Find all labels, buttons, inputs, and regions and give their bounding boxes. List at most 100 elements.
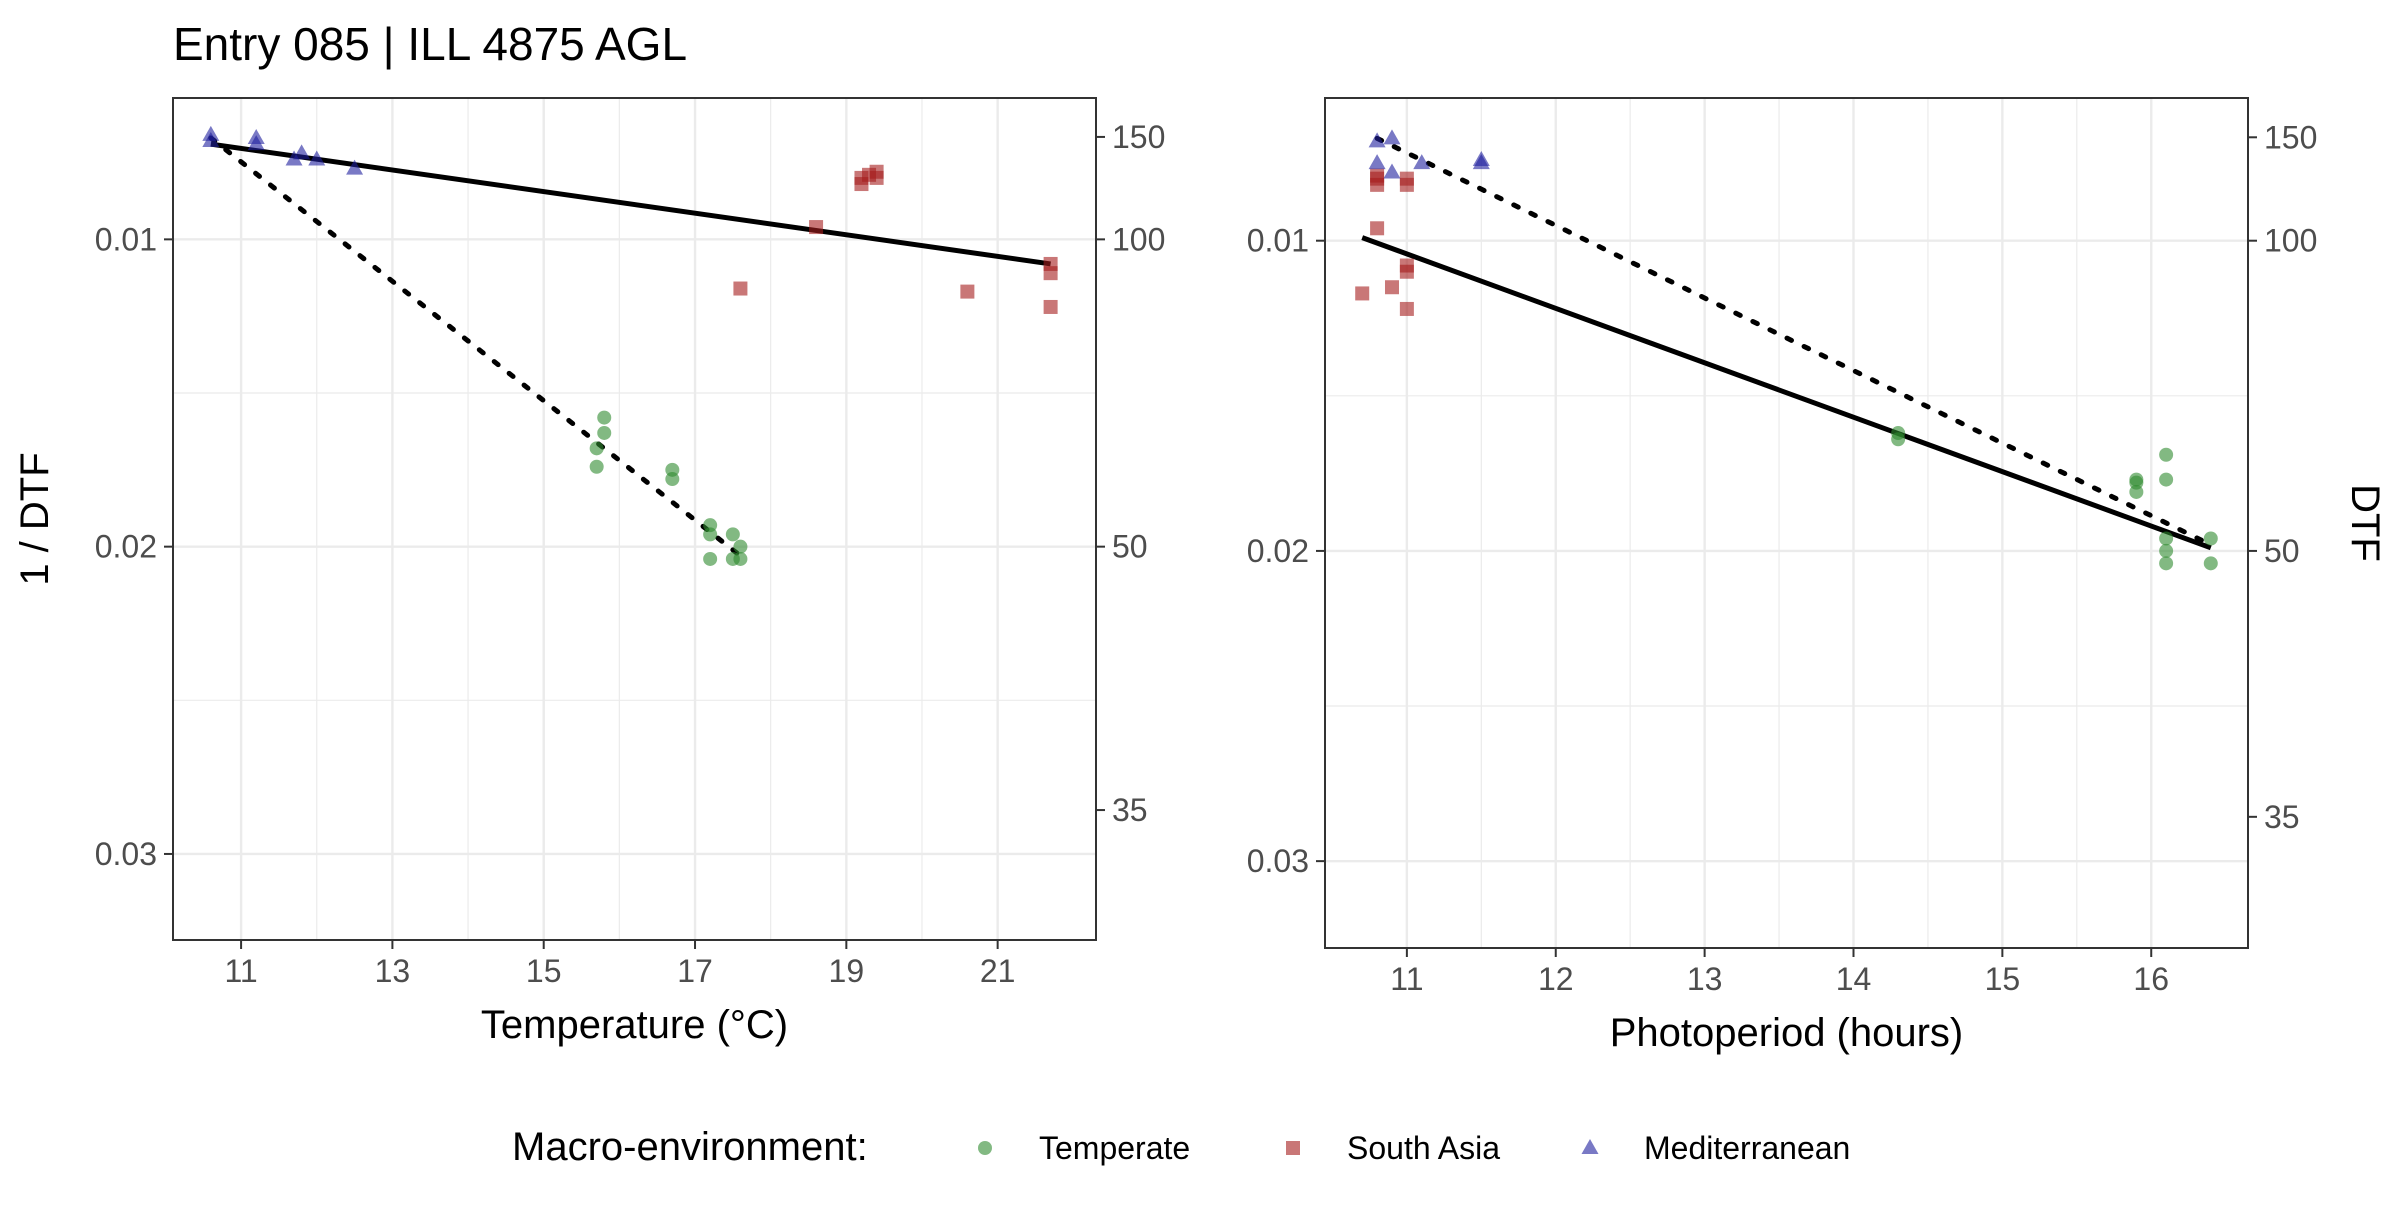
legend-item-temperate: Temperate: [978, 1130, 1190, 1166]
data-point: [733, 551, 748, 566]
y-tick-label: 0.03: [95, 836, 157, 872]
legend-label: South Asia: [1347, 1130, 1500, 1166]
y-tick-label: 0.01: [1247, 223, 1309, 259]
legend-key-triangle: [1581, 1139, 1599, 1154]
x-tick-label: 16: [2133, 961, 2169, 997]
x-tick-label: 13: [1687, 961, 1723, 997]
x-tick-label: 11: [224, 953, 257, 989]
panel-border: [172, 97, 1097, 941]
data-point: [733, 539, 748, 554]
data-point: [597, 425, 612, 440]
data-point: [1399, 264, 1414, 279]
data-point: [703, 551, 718, 566]
y2-tick-label: 150: [1112, 119, 1165, 155]
data-point: [589, 441, 604, 456]
data-point: [346, 159, 364, 175]
data-point: [725, 527, 740, 542]
data-point: [2159, 472, 2174, 487]
y2-tick-label: 35: [2264, 799, 2300, 835]
data-point: [1891, 432, 1906, 447]
data-point: [1368, 154, 1386, 170]
fit-line-dotted: [208, 135, 743, 559]
data-point: [1370, 168, 1385, 183]
data-point: [665, 472, 680, 487]
y-tick-label: 0.02: [1247, 533, 1309, 569]
x-tick-label: 17: [677, 953, 713, 989]
legend-key-square: [1286, 1141, 1300, 1155]
data-point: [1383, 129, 1401, 145]
y-tick-label: 0.01: [95, 221, 157, 257]
panel-border: [1324, 97, 2249, 949]
data-point: [733, 281, 748, 296]
series-mediterranean: [202, 125, 364, 175]
data-point: [1383, 163, 1401, 179]
fit-line-dotted: [1374, 135, 2214, 548]
x-tick-label: 15: [526, 953, 562, 989]
legend-label: Mediterranean: [1644, 1130, 1850, 1166]
data-point: [1043, 266, 1058, 281]
legend-label: Temperate: [1039, 1130, 1190, 1166]
legend-item-south-asia: South Asia: [1286, 1130, 1500, 1166]
fit-line-solid: [1361, 235, 2212, 551]
data-point: [1355, 286, 1370, 301]
y2-tick-label: 50: [2264, 533, 2300, 569]
panel-1: 11 13 15 17 19 21 0.01 0.02 0.03 150 100 50 35 Temper…: [13, 97, 1165, 1047]
y2-axis-title: DTF: [2343, 484, 2387, 562]
data-point: [703, 527, 718, 542]
data-point: [2159, 447, 2174, 462]
y2-tick-label: 35: [1112, 792, 1148, 828]
data-point: [247, 128, 265, 144]
plot-background: [1325, 98, 2248, 948]
data-point: [202, 132, 220, 148]
data-point: [1384, 280, 1399, 295]
data-point: [1472, 154, 1490, 170]
data-point: [2159, 531, 2174, 546]
data-point: [1043, 299, 1058, 314]
x-axis-title: Photoperiod (hours): [1610, 1011, 1964, 1055]
plot-background: [173, 98, 1096, 940]
fit-line-solid: [210, 141, 1051, 267]
data-point: [2159, 556, 2174, 571]
series-temperate: [1891, 426, 2218, 571]
data-point: [1368, 132, 1386, 148]
x-tick-label: 11: [1390, 961, 1423, 997]
data-point: [1370, 221, 1385, 236]
y-tick-label: 0.03: [1247, 843, 1309, 879]
panel-2: 11 12 13 14 15 16 0.01 0.02 0.03 150 100 50 35 Photop…: [1247, 97, 2387, 1055]
data-point: [293, 144, 311, 160]
y2-tick-label: 50: [1112, 529, 1148, 565]
series-south-asia: [733, 164, 1058, 314]
y2-tick-label: 100: [2264, 223, 2317, 259]
x-tick-label: 13: [375, 953, 411, 989]
series-temperate: [589, 410, 748, 566]
x-tick-label: 12: [1538, 961, 1574, 997]
data-point: [960, 284, 975, 299]
x-tick-label: 14: [1836, 961, 1872, 997]
data-point: [869, 170, 884, 185]
data-point: [1399, 177, 1414, 192]
x-tick-label: 19: [829, 953, 865, 989]
x-tick-label: 21: [980, 953, 1016, 989]
y2-tick-label: 100: [1112, 221, 1165, 257]
y-axis-title: 1 / DTF: [13, 452, 57, 585]
data-point: [589, 459, 604, 474]
legend-item-mediterranean: Mediterranean: [1581, 1130, 1850, 1166]
series-south-asia: [1355, 168, 1414, 316]
data-point: [854, 177, 869, 192]
chart-title: Entry 085 | ILL 4875 AGL: [173, 18, 687, 70]
data-point: [1413, 154, 1431, 170]
legend-title: Macro-environment:: [512, 1125, 868, 1169]
data-point: [809, 220, 824, 235]
y2-tick-label: 150: [2264, 119, 2317, 155]
data-point: [2203, 531, 2218, 546]
data-point: [2159, 543, 2174, 558]
x-tick-label: 15: [1985, 961, 2021, 997]
legend: Macro-environment: Temperate South Asia Me…: [512, 1125, 1850, 1169]
series-mediterranean: [1368, 129, 1490, 179]
data-point: [1399, 301, 1414, 316]
y-tick-label: 0.02: [95, 529, 157, 565]
data-point: [2203, 556, 2218, 571]
data-point: [2129, 475, 2144, 490]
